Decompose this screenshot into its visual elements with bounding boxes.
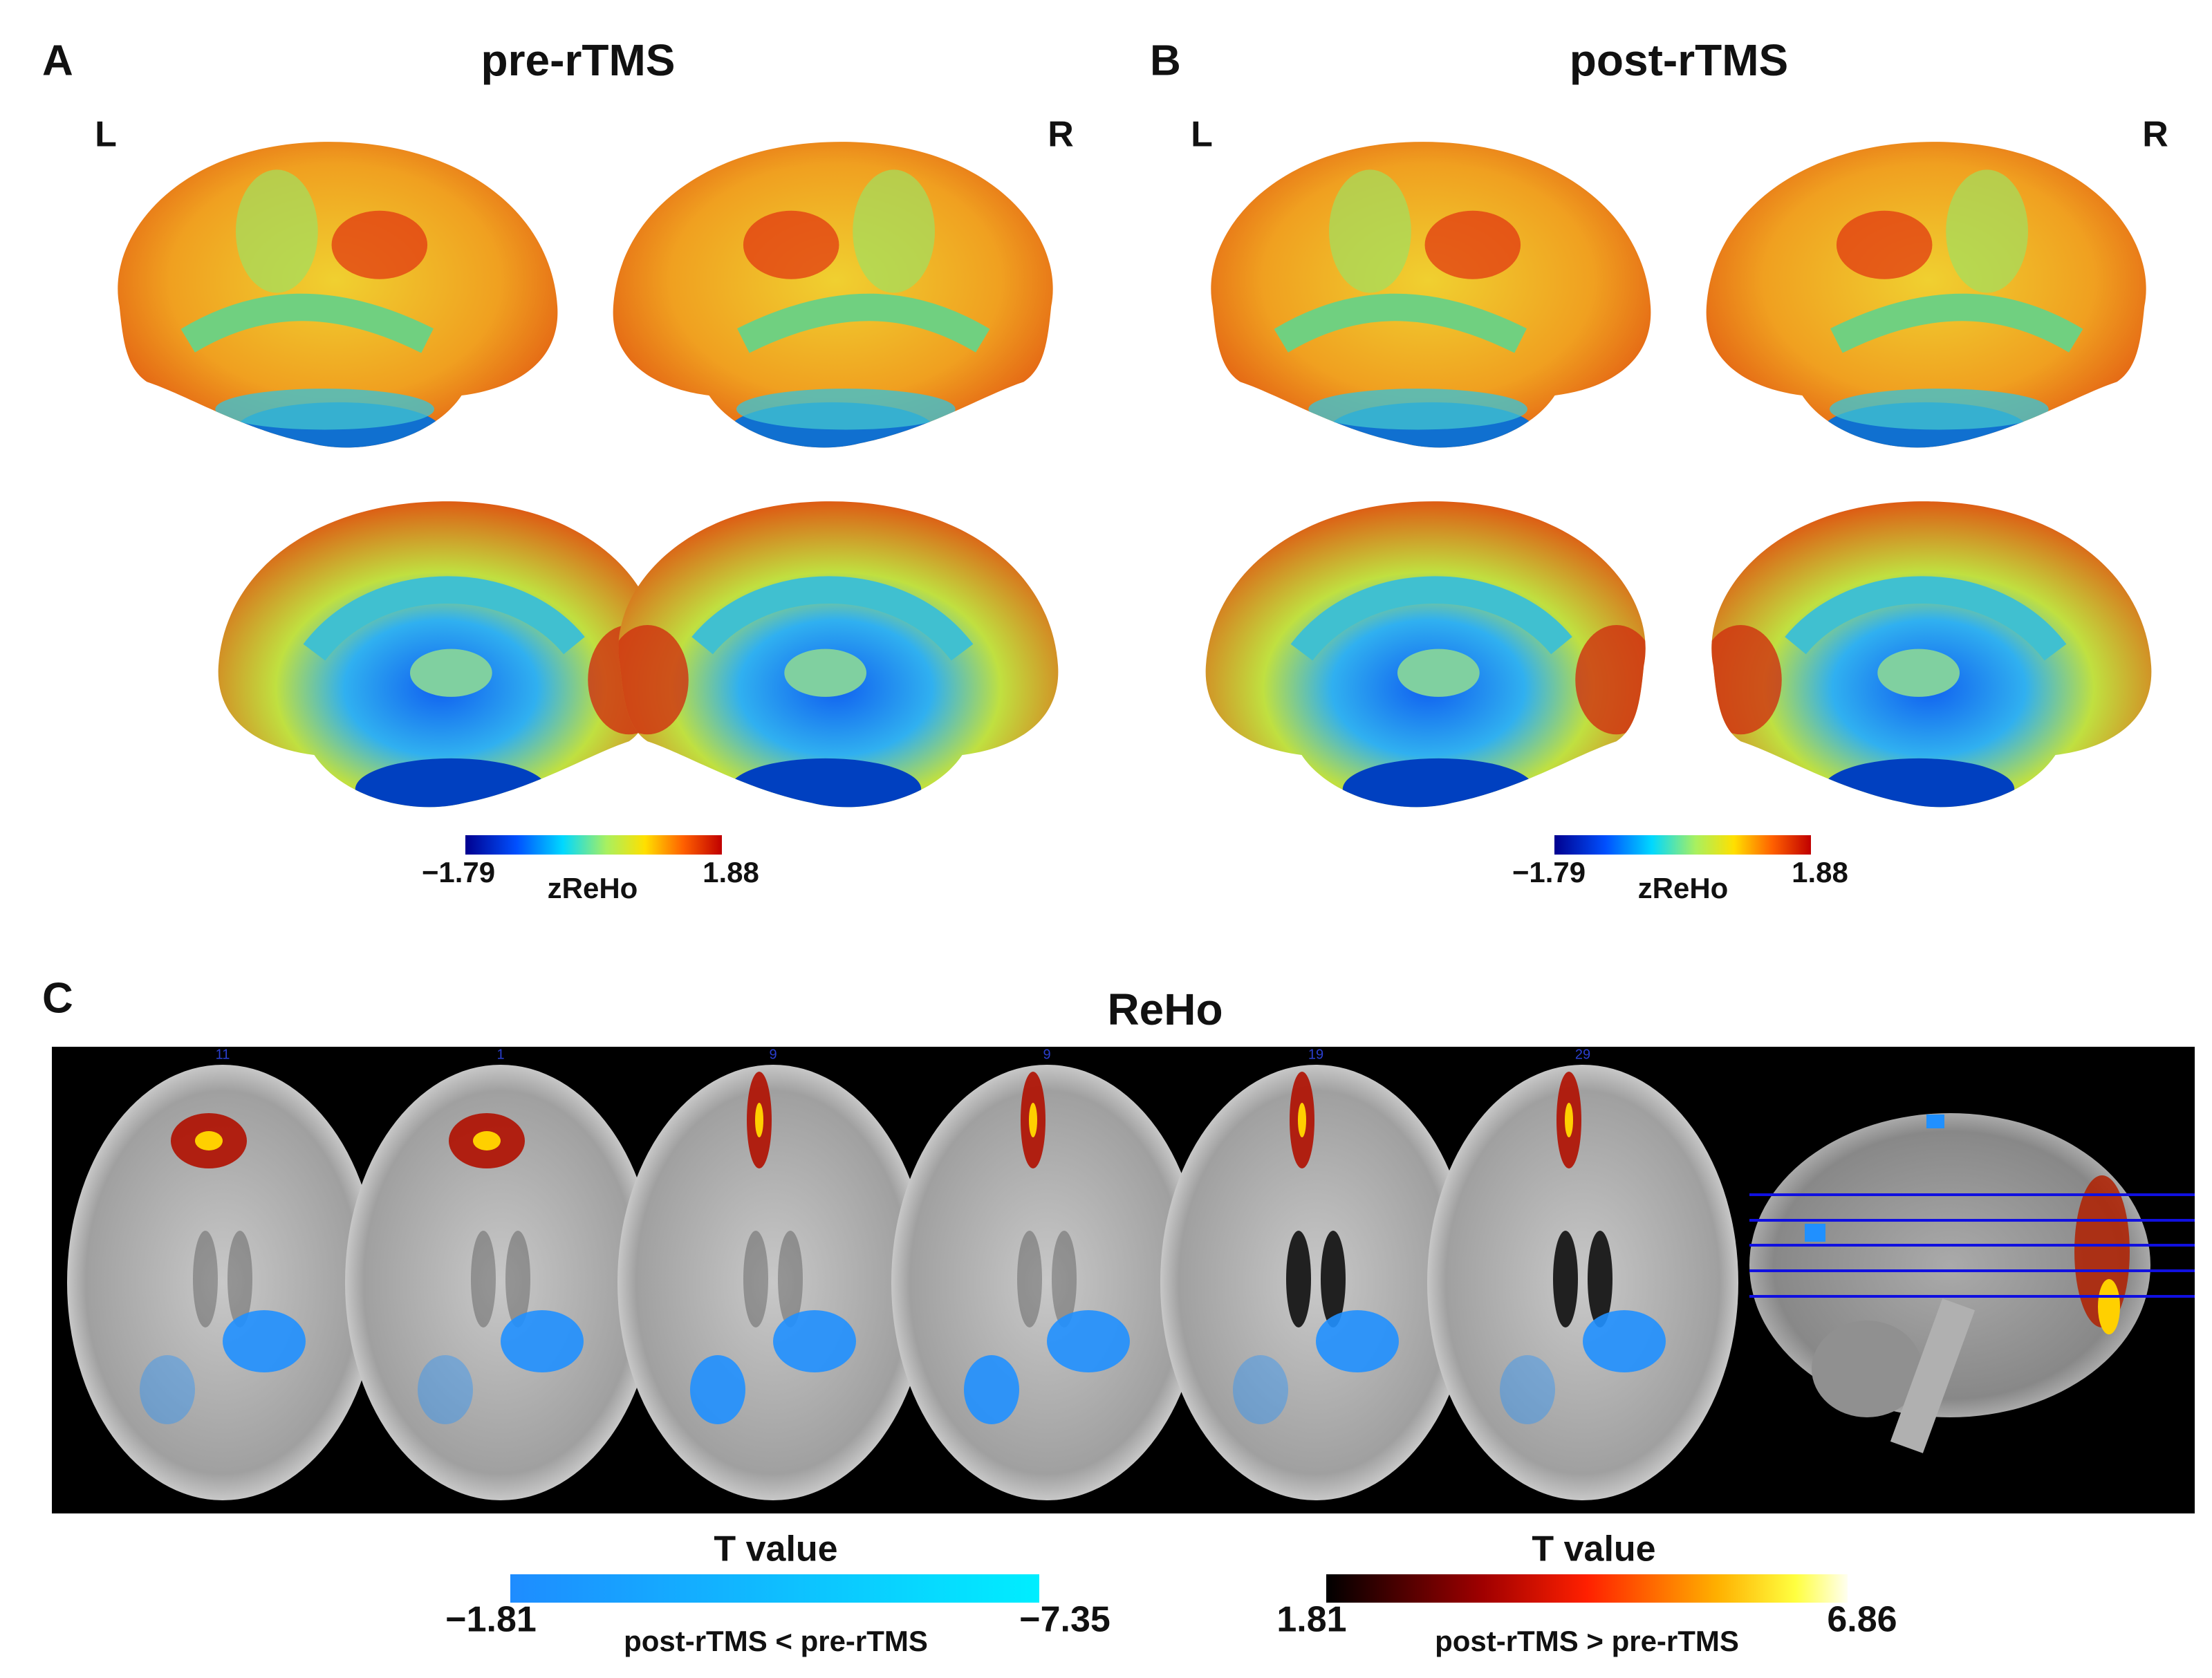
colorbar-min: 1.81 [1276,1600,1346,1640]
activation-positive [473,1131,501,1150]
ventricle [778,1231,803,1327]
colorbar-max: 1.88 [1792,856,1848,888]
ventricle [1052,1231,1077,1327]
activation-negative [223,1310,306,1372]
colorbar [465,835,722,855]
brain-surface [1199,136,1657,457]
ventricle [1588,1231,1612,1327]
brain-surface [212,495,670,820]
activation-negative [1316,1310,1399,1372]
panel-title: post-rTMS [1570,35,1788,85]
brain-slice [617,1065,929,1500]
slice-number: 1 [496,1047,504,1062]
ventricle [1321,1231,1346,1327]
activation-positive [1298,1103,1306,1137]
colorbar-min: −1.79 [1512,856,1586,888]
activation-negative [418,1355,473,1424]
activation-negative [1233,1355,1288,1424]
panel-label: C [42,974,73,1022]
colorbar-label: post-rTMS > pre-rTMS [1435,1625,1739,1657]
ventricle [227,1231,252,1327]
colorbar-max: −7.35 [1019,1600,1110,1640]
slice-number: 29 [1575,1047,1590,1062]
slice-number: 11 [216,1047,230,1062]
ventricle [471,1231,496,1327]
colorbar-title: T value [714,1529,837,1569]
brain-slice [891,1065,1202,1500]
sagittal-view [1749,1113,2195,1453]
brain-surface [606,136,1065,457]
panel-title: pre-rTMS [481,35,676,85]
colorbar-label: zReHo [1638,872,1729,904]
hemisphere-label: L [95,115,117,155]
hemisphere-label: R [1048,115,1074,155]
ventricle [1553,1231,1578,1327]
activation-positive [1029,1103,1037,1137]
colorbar-title: T value [1532,1529,1655,1569]
ventricle [1017,1231,1042,1327]
brain-slice [67,1065,378,1500]
brain-slice [345,1065,656,1500]
activation-positive [755,1103,763,1137]
ventricle [505,1231,530,1327]
colorbar-max: 1.88 [703,856,759,888]
colorbar-max: 6.86 [1827,1600,1897,1640]
colorbar-label: post-rTMS < pre-rTMS [624,1625,928,1657]
activation-negative [690,1355,745,1424]
panel-label: A [42,37,73,84]
brain-surface [1700,495,2158,820]
ventricle [193,1231,218,1327]
brain-surface [1199,495,1657,820]
activation-negative [964,1355,1019,1424]
activation-negative [1500,1355,1555,1424]
hemisphere-label: R [2142,115,2168,155]
brain-slice [1427,1065,1738,1500]
activation-negative [1583,1310,1666,1372]
slice-number: 9 [1043,1047,1050,1062]
brain-surface [1700,136,2158,457]
brain-surface [606,495,1065,820]
colorbar-label: zReHo [548,872,638,904]
colorbar [1326,1574,1848,1603]
panel-title: ReHo [1107,985,1223,1034]
colorbar [510,1574,1039,1603]
slice-number: 9 [769,1047,777,1062]
brain-slice [1160,1065,1471,1500]
slice-number: 19 [1308,1047,1323,1062]
activation-negative [1047,1310,1130,1372]
activation-positive [1565,1103,1573,1137]
ventricle [743,1231,768,1327]
ventricle [1286,1231,1311,1327]
colorbar [1554,835,1811,855]
activation-positive [195,1131,223,1150]
hemisphere-label: L [1191,115,1213,155]
activation-negative [501,1310,584,1372]
panel-label: B [1150,37,1181,84]
brain-surface [106,136,564,457]
axial-slices: 11 1 9 9 19 29 [67,1047,1738,1500]
colorbar-min: −1.79 [422,856,495,888]
colorbar-min: −1.81 [445,1600,537,1640]
activation-negative [140,1355,195,1424]
activation-negative [773,1310,856,1372]
